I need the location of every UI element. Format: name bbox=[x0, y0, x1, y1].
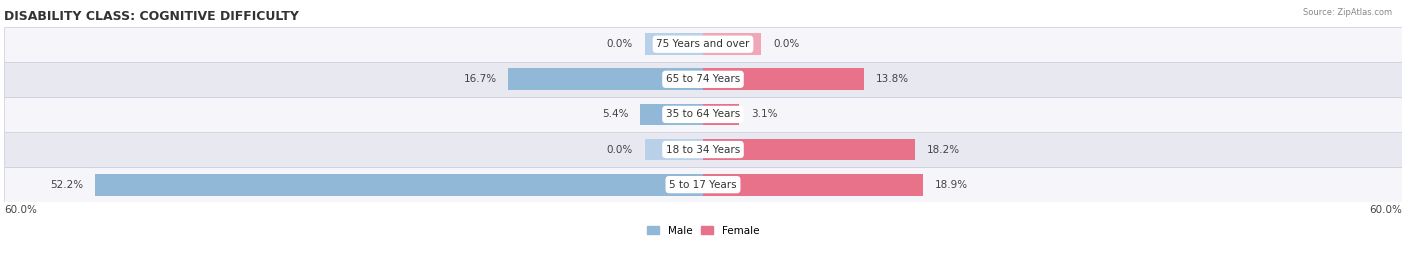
Bar bbox=[645, 139, 703, 161]
Bar bbox=[4, 167, 1402, 202]
Text: 18.2%: 18.2% bbox=[927, 144, 960, 155]
Text: Source: ZipAtlas.com: Source: ZipAtlas.com bbox=[1303, 8, 1392, 17]
Bar bbox=[4, 27, 1402, 62]
Bar bbox=[4, 132, 1402, 167]
Bar bbox=[703, 139, 915, 161]
Text: 18.9%: 18.9% bbox=[935, 180, 967, 190]
Text: DISABILITY CLASS: COGNITIVE DIFFICULTY: DISABILITY CLASS: COGNITIVE DIFFICULTY bbox=[4, 10, 299, 23]
Bar bbox=[645, 33, 703, 55]
Text: 0.0%: 0.0% bbox=[607, 144, 633, 155]
Bar bbox=[703, 68, 863, 90]
Bar bbox=[703, 103, 740, 125]
Text: 18 to 34 Years: 18 to 34 Years bbox=[666, 144, 740, 155]
Text: 60.0%: 60.0% bbox=[1369, 205, 1402, 215]
Bar bbox=[703, 174, 924, 196]
Text: 3.1%: 3.1% bbox=[751, 109, 778, 120]
Text: 13.8%: 13.8% bbox=[876, 74, 908, 84]
Bar bbox=[703, 33, 761, 55]
Text: 5.4%: 5.4% bbox=[602, 109, 628, 120]
Text: 65 to 74 Years: 65 to 74 Years bbox=[666, 74, 740, 84]
Text: 75 Years and over: 75 Years and over bbox=[657, 39, 749, 49]
Bar bbox=[640, 103, 703, 125]
Text: 52.2%: 52.2% bbox=[51, 180, 83, 190]
Text: 35 to 64 Years: 35 to 64 Years bbox=[666, 109, 740, 120]
Text: 0.0%: 0.0% bbox=[607, 39, 633, 49]
Bar bbox=[4, 97, 1402, 132]
Bar bbox=[4, 62, 1402, 97]
Bar bbox=[509, 68, 703, 90]
Text: 0.0%: 0.0% bbox=[773, 39, 799, 49]
Text: 16.7%: 16.7% bbox=[464, 74, 496, 84]
Text: 60.0%: 60.0% bbox=[4, 205, 37, 215]
Legend: Male, Female: Male, Female bbox=[647, 226, 759, 236]
Bar bbox=[96, 174, 703, 196]
Text: 5 to 17 Years: 5 to 17 Years bbox=[669, 180, 737, 190]
